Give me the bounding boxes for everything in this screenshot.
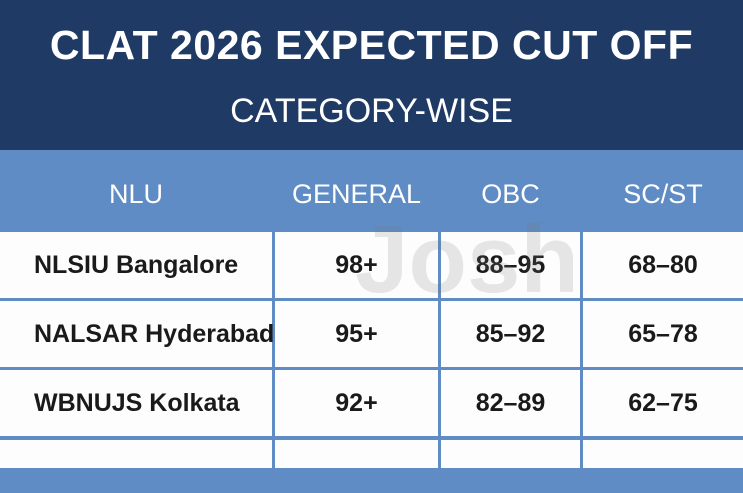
column-header: GENERAL [291, 179, 422, 209]
cutoff-cell: 82–89 [441, 370, 580, 436]
nlu-name: NLSIU Bangalore [0, 232, 272, 298]
column-header: SC/ST [623, 179, 703, 209]
empty-cell [583, 440, 743, 468]
nlu-name: NALSAR Hyderabad [0, 301, 274, 367]
empty-cell [0, 440, 272, 468]
subtitle: CATEGORY-WISE [230, 92, 513, 130]
cutoff-cell: 88–95 [441, 232, 580, 298]
cutoff-cell: 92+ [275, 370, 438, 436]
column-header: OBC [481, 179, 540, 209]
header: CLAT 2026 EXPECTED CUT OFF CATEGORY-WISE [0, 0, 743, 150]
cutoff-cell: 62–75 [583, 370, 743, 436]
column-header: NLU [108, 179, 163, 209]
cutoff-cell: 65–78 [583, 301, 743, 367]
cutoff-cell: 85–92 [441, 301, 580, 367]
empty-cell [275, 440, 438, 468]
nlu-name: WBNUJS Kolkata [0, 370, 272, 436]
cutoff-cell: 95+ [275, 301, 438, 367]
cutoff-cell: 68–80 [583, 232, 743, 298]
cutoff-cell: 98+ [275, 232, 438, 298]
empty-cell [441, 440, 580, 468]
title: CLAT 2026 EXPECTED CUT OFF [49, 22, 694, 68]
